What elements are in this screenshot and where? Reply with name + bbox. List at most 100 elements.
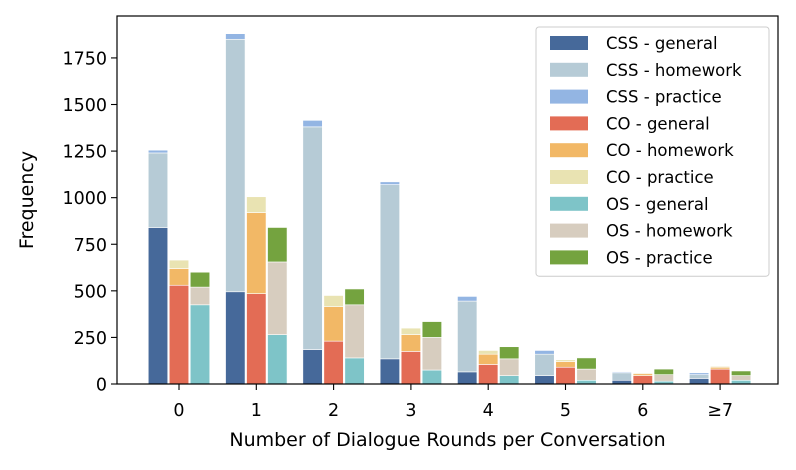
legend-label: OS - general xyxy=(606,195,709,214)
legend-label: CO - homework xyxy=(606,141,734,160)
legend-swatch xyxy=(550,36,588,50)
bar-os-practice-1 xyxy=(267,227,288,263)
bar-os-homework-7 xyxy=(731,375,752,381)
bar-os-practice-5 xyxy=(576,357,597,370)
x-tick-label: 0 xyxy=(173,401,184,421)
bars-layer xyxy=(147,33,752,385)
y-tick-label: 750 xyxy=(74,236,107,256)
y-tick-label: 0 xyxy=(96,376,107,396)
legend-label: OS - practice xyxy=(606,248,713,267)
bar-co-general-5 xyxy=(555,366,576,385)
legend-swatch xyxy=(550,143,588,158)
legend-label: CO - general xyxy=(606,114,710,133)
bar-co-general-2 xyxy=(323,340,344,385)
bar-css-practice-7 xyxy=(689,372,710,375)
bar-css-general-0 xyxy=(147,227,169,385)
y-axis-label: Frequency xyxy=(16,151,38,249)
y-tick-label: 1500 xyxy=(62,96,107,116)
bar-os-practice-2 xyxy=(344,288,365,306)
bar-co-general-3 xyxy=(400,351,421,385)
bar-os-practice-7 xyxy=(731,370,752,376)
x-tick-label: 4 xyxy=(483,401,494,421)
bar-css-practice-2 xyxy=(302,120,323,128)
bar-css-practice-1 xyxy=(225,33,246,40)
legend-swatch xyxy=(550,250,588,265)
bar-co-general-4 xyxy=(478,364,499,385)
bar-css-homework-7 xyxy=(689,374,710,379)
bar-co-homework-1 xyxy=(246,212,267,294)
bar-os-homework-1 xyxy=(267,261,288,335)
bar-css-homework-4 xyxy=(457,300,478,373)
legend-box xyxy=(535,26,770,277)
legend-swatch xyxy=(550,196,588,211)
x-axis: 0 1 2 3 4 5 6 ≥7 xyxy=(173,384,733,421)
y-tick-label: 500 xyxy=(74,282,107,302)
y-tick-label: 250 xyxy=(74,329,107,349)
bar-co-practice-7 xyxy=(710,365,731,368)
bar-css-general-5 xyxy=(534,375,555,385)
bar-css-practice-5 xyxy=(534,350,555,355)
bar-css-homework-3 xyxy=(379,184,400,360)
x-tick-label: 1 xyxy=(251,401,262,421)
bar-os-homework-6 xyxy=(653,374,674,382)
bar-os-homework-2 xyxy=(344,304,365,359)
x-tick-label: 6 xyxy=(637,401,648,421)
bar-co-general-1 xyxy=(246,293,267,385)
bar-co-practice-1 xyxy=(246,196,267,213)
bar-co-homework-5 xyxy=(555,361,576,368)
bar-os-general-4 xyxy=(499,375,520,385)
bar-css-general-7 xyxy=(689,378,710,385)
bar-co-practice-0 xyxy=(168,259,190,269)
legend-swatch xyxy=(550,170,588,184)
bar-css-general-2 xyxy=(302,349,323,385)
x-tick-label: 3 xyxy=(405,401,416,421)
bar-css-practice-0 xyxy=(147,149,169,154)
bar-co-practice-6 xyxy=(632,372,653,375)
bar-css-practice-6 xyxy=(611,371,632,374)
bar-os-practice-0 xyxy=(189,271,211,288)
bar-co-general-6 xyxy=(632,375,653,385)
legend-swatch xyxy=(550,89,588,104)
y-tick-label: 1000 xyxy=(62,189,107,209)
bar-co-practice-5 xyxy=(555,359,576,362)
bar-css-practice-4 xyxy=(457,296,478,302)
y-tick-label: 1250 xyxy=(62,143,107,163)
bar-css-practice-3 xyxy=(379,181,400,185)
bar-css-homework-1 xyxy=(225,38,246,293)
bar-co-homework-2 xyxy=(323,306,344,342)
bar-os-homework-4 xyxy=(499,358,520,376)
legend-label: OS - homework xyxy=(606,222,733,241)
legend-swatch xyxy=(550,223,588,238)
bar-css-general-4 xyxy=(457,371,478,385)
bar-co-homework-3 xyxy=(400,334,421,352)
x-axis-label: Number of Dialogue Rounds per Conversati… xyxy=(229,429,665,451)
bar-co-general-7 xyxy=(710,368,731,385)
x-tick-label: 2 xyxy=(328,401,339,421)
y-axis: 0 250 500 750 1000 1250 1500 1750 xyxy=(62,49,117,396)
bar-co-practice-3 xyxy=(400,327,421,335)
legend-swatch xyxy=(550,116,588,131)
plot-frame xyxy=(116,15,779,385)
legend-swatch xyxy=(550,62,588,77)
bar-css-homework-6 xyxy=(611,372,632,381)
bar-os-practice-4 xyxy=(499,346,520,360)
legend-label: CO - practice xyxy=(606,168,714,187)
legend-label: CSS - general xyxy=(606,34,718,53)
bar-os-practice-6 xyxy=(653,368,674,375)
bar-os-homework-5 xyxy=(576,368,597,381)
bar-co-general-0 xyxy=(168,284,190,385)
bar-co-homework-0 xyxy=(168,268,190,286)
y-tick-label: 1750 xyxy=(62,49,107,69)
bar-css-general-1 xyxy=(225,291,246,385)
x-tick-label: 5 xyxy=(560,401,571,421)
legend-label: CSS - practice xyxy=(606,88,722,107)
bar-os-general-2 xyxy=(344,357,365,385)
bar-css-homework-0 xyxy=(147,152,169,228)
legend-label: CSS - homework xyxy=(606,61,742,80)
bar-os-practice-3 xyxy=(421,321,442,338)
bar-co-practice-4 xyxy=(478,350,499,355)
bar-co-practice-2 xyxy=(323,295,344,307)
bar-co-homework-4 xyxy=(478,353,499,365)
bar-os-homework-3 xyxy=(421,337,442,371)
